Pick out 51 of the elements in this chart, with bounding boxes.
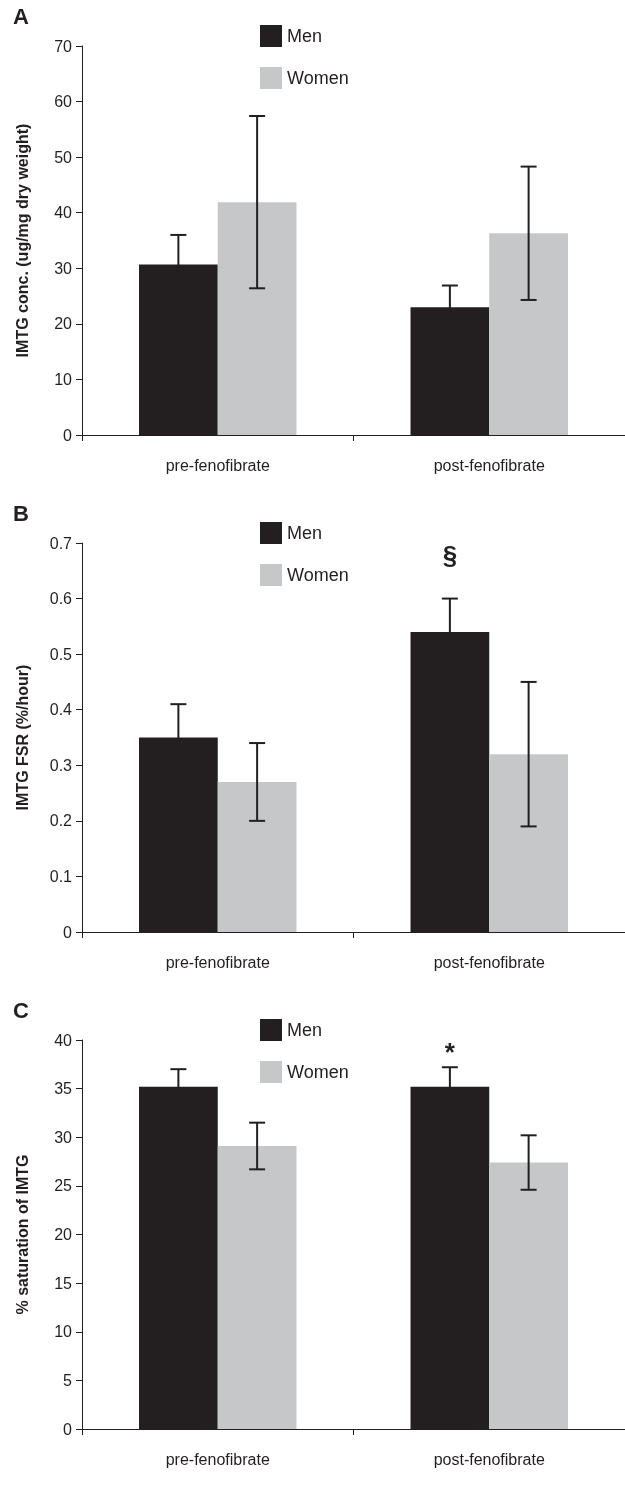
y-tick-label: 35 [54,1080,73,1098]
y-tick-label: 0.6 [49,590,73,608]
x-tick-label: pre-fenofibrate [165,456,270,474]
bar [489,754,568,932]
y-tick-label: 0.7 [49,534,73,552]
y-tick-label: 0.5 [49,645,73,663]
y-tick-label: 25 [54,1177,73,1195]
legend-label: Men [287,1020,323,1040]
y-tick-label: 70 [54,37,73,55]
legend-label: Women [287,565,349,585]
y-tick-label: 5 [63,1371,73,1389]
y-tick-label: 20 [54,1226,73,1243]
y-tick-label: 15 [54,1274,73,1292]
y-tick-label: 40 [54,204,73,222]
y-tick-label: 0 [63,426,73,444]
legend-label: Women [287,68,349,88]
y-tick-label: 20 [54,315,73,333]
y-tick-label: 0 [63,923,73,941]
annotation: * [444,1037,456,1067]
y-tick-label: 30 [54,1128,73,1146]
y-axis-title: IMTG conc. (ug/mg dry weight) [13,123,31,358]
y-tick-label: 40 [54,1031,73,1049]
legend-label: Men [287,523,323,543]
bar [217,202,297,435]
x-tick-label: pre-fenofibrate [165,1450,270,1468]
y-axis-title: % saturation of IMTG [13,1154,31,1315]
legend-label: Men [287,26,323,46]
y-tick-label: 50 [54,148,73,166]
y-axis-title: IMTG FSR (%/hour) [13,664,31,811]
y-tick-label: 0.4 [49,701,73,719]
bar [217,1146,297,1429]
y-tick-label: 30 [54,259,73,277]
annotation: § [442,540,458,570]
x-tick-label: post-fenofibrate [433,456,545,474]
x-tick-label: pre-fenofibrate [165,953,270,971]
chart-title: C [13,997,29,1023]
y-tick-label: 0.3 [49,756,73,774]
bar [489,1162,568,1429]
y-tick-label: 10 [54,1323,73,1341]
bar [489,233,568,435]
y-tick-label: 0.2 [49,812,73,830]
y-tick-label: 0.1 [49,867,73,885]
y-tick-label: 60 [54,93,73,111]
x-tick-label: post-fenofibrate [433,1450,545,1468]
y-tick-label: 0 [63,1420,73,1438]
bar [217,781,297,932]
y-tick-label: 10 [54,370,73,388]
chart-title: A [13,3,29,29]
chart-title: B [13,500,29,526]
legend-label: Women [287,1062,349,1082]
x-tick-label: post-fenofibrate [433,953,545,971]
